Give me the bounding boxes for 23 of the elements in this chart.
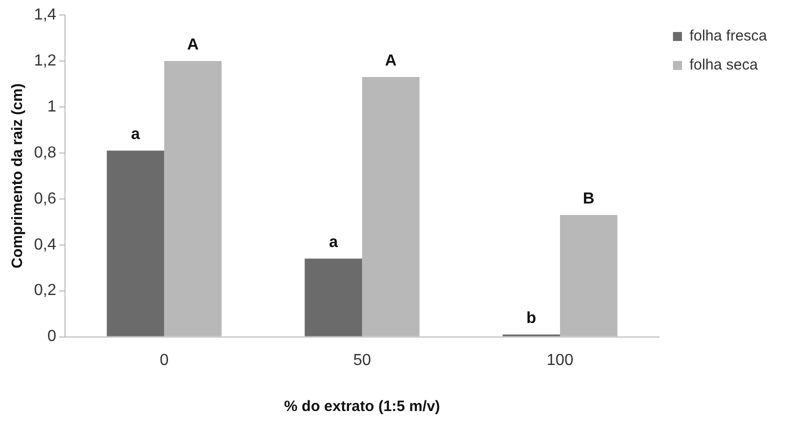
y-tick-label: 0,4 [34, 236, 56, 254]
x-tick-label: 50 [353, 352, 372, 369]
y-tick-label: 1,4 [34, 6, 56, 24]
annotation: a [131, 126, 140, 144]
x-tick-label: 100 [546, 352, 574, 369]
y-tick-label: 0 [47, 328, 56, 346]
x-axis-title: % do extrato (1:5 m/v) [284, 398, 440, 416]
annotation: B [582, 190, 594, 208]
bar [304, 258, 362, 336]
x-tick-label: 0 [160, 352, 169, 369]
y-tick-label: 0,2 [34, 282, 56, 300]
legend-label: folha fresca [689, 28, 768, 45]
annotation: b [526, 310, 536, 327]
y-axis-title: Comprimento da raiz (cm) [9, 83, 26, 268]
y-tick-label: 0,6 [34, 190, 56, 208]
y-tick-label: 0,8 [34, 144, 56, 162]
annotation: A [187, 36, 200, 54]
y-tick-label: 1,2 [34, 52, 56, 70]
annotation: a [328, 234, 338, 252]
y-tick-label: 1 [47, 98, 56, 116]
bar [106, 150, 164, 336]
legend-label: folha seca [689, 56, 758, 74]
annotation: A [385, 52, 398, 70]
